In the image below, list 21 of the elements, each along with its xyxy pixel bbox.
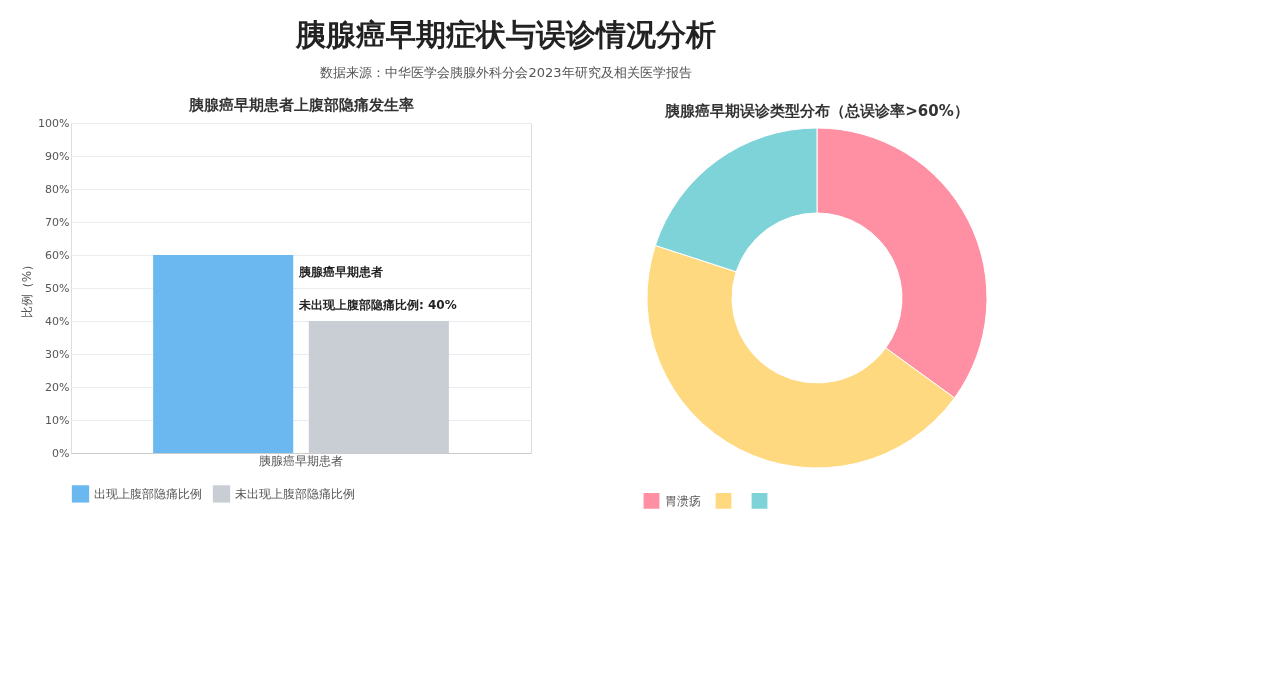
- y-tick-label: 90%: [45, 149, 70, 163]
- y-tick-label: 50%: [45, 281, 70, 295]
- y-tick-label: 60%: [45, 248, 70, 262]
- y-tick-label: 100%: [38, 116, 70, 130]
- y-tick-label: 30%: [45, 347, 70, 361]
- text: 数据来源：中华医学会胰腺外科分会2023年研究及相关医学报告: [320, 64, 692, 80]
- legend-label: 胃溃疡: [665, 493, 701, 508]
- y-tick-label: 20%: [45, 380, 70, 394]
- text: 胰腺癌早期症状与误诊情况分析: [295, 16, 717, 52]
- y-axis-title: 比例（%）: [20, 258, 35, 319]
- chart-title: 胰腺癌早期患者上腹部隐痛发生率: [187, 96, 414, 114]
- legend-label: 出现上腹部隐痛比例: [94, 486, 202, 501]
- y-tick-label: 10%: [45, 413, 70, 427]
- legend-label: 未出现上腹部隐痛比例: [235, 486, 355, 501]
- annotation: 未出现上腹部隐痛比例: 40%: [298, 297, 457, 312]
- chart-title: 胰腺癌早期误诊类型分布（总误诊率>60%）: [664, 102, 969, 120]
- y-tick-label: 70%: [45, 215, 70, 229]
- y-tick-label: 40%: [45, 314, 70, 328]
- annotation: 胰腺癌早期患者: [298, 264, 383, 279]
- y-tick-label: 0%: [52, 446, 70, 460]
- y-tick-label: 80%: [45, 182, 70, 196]
